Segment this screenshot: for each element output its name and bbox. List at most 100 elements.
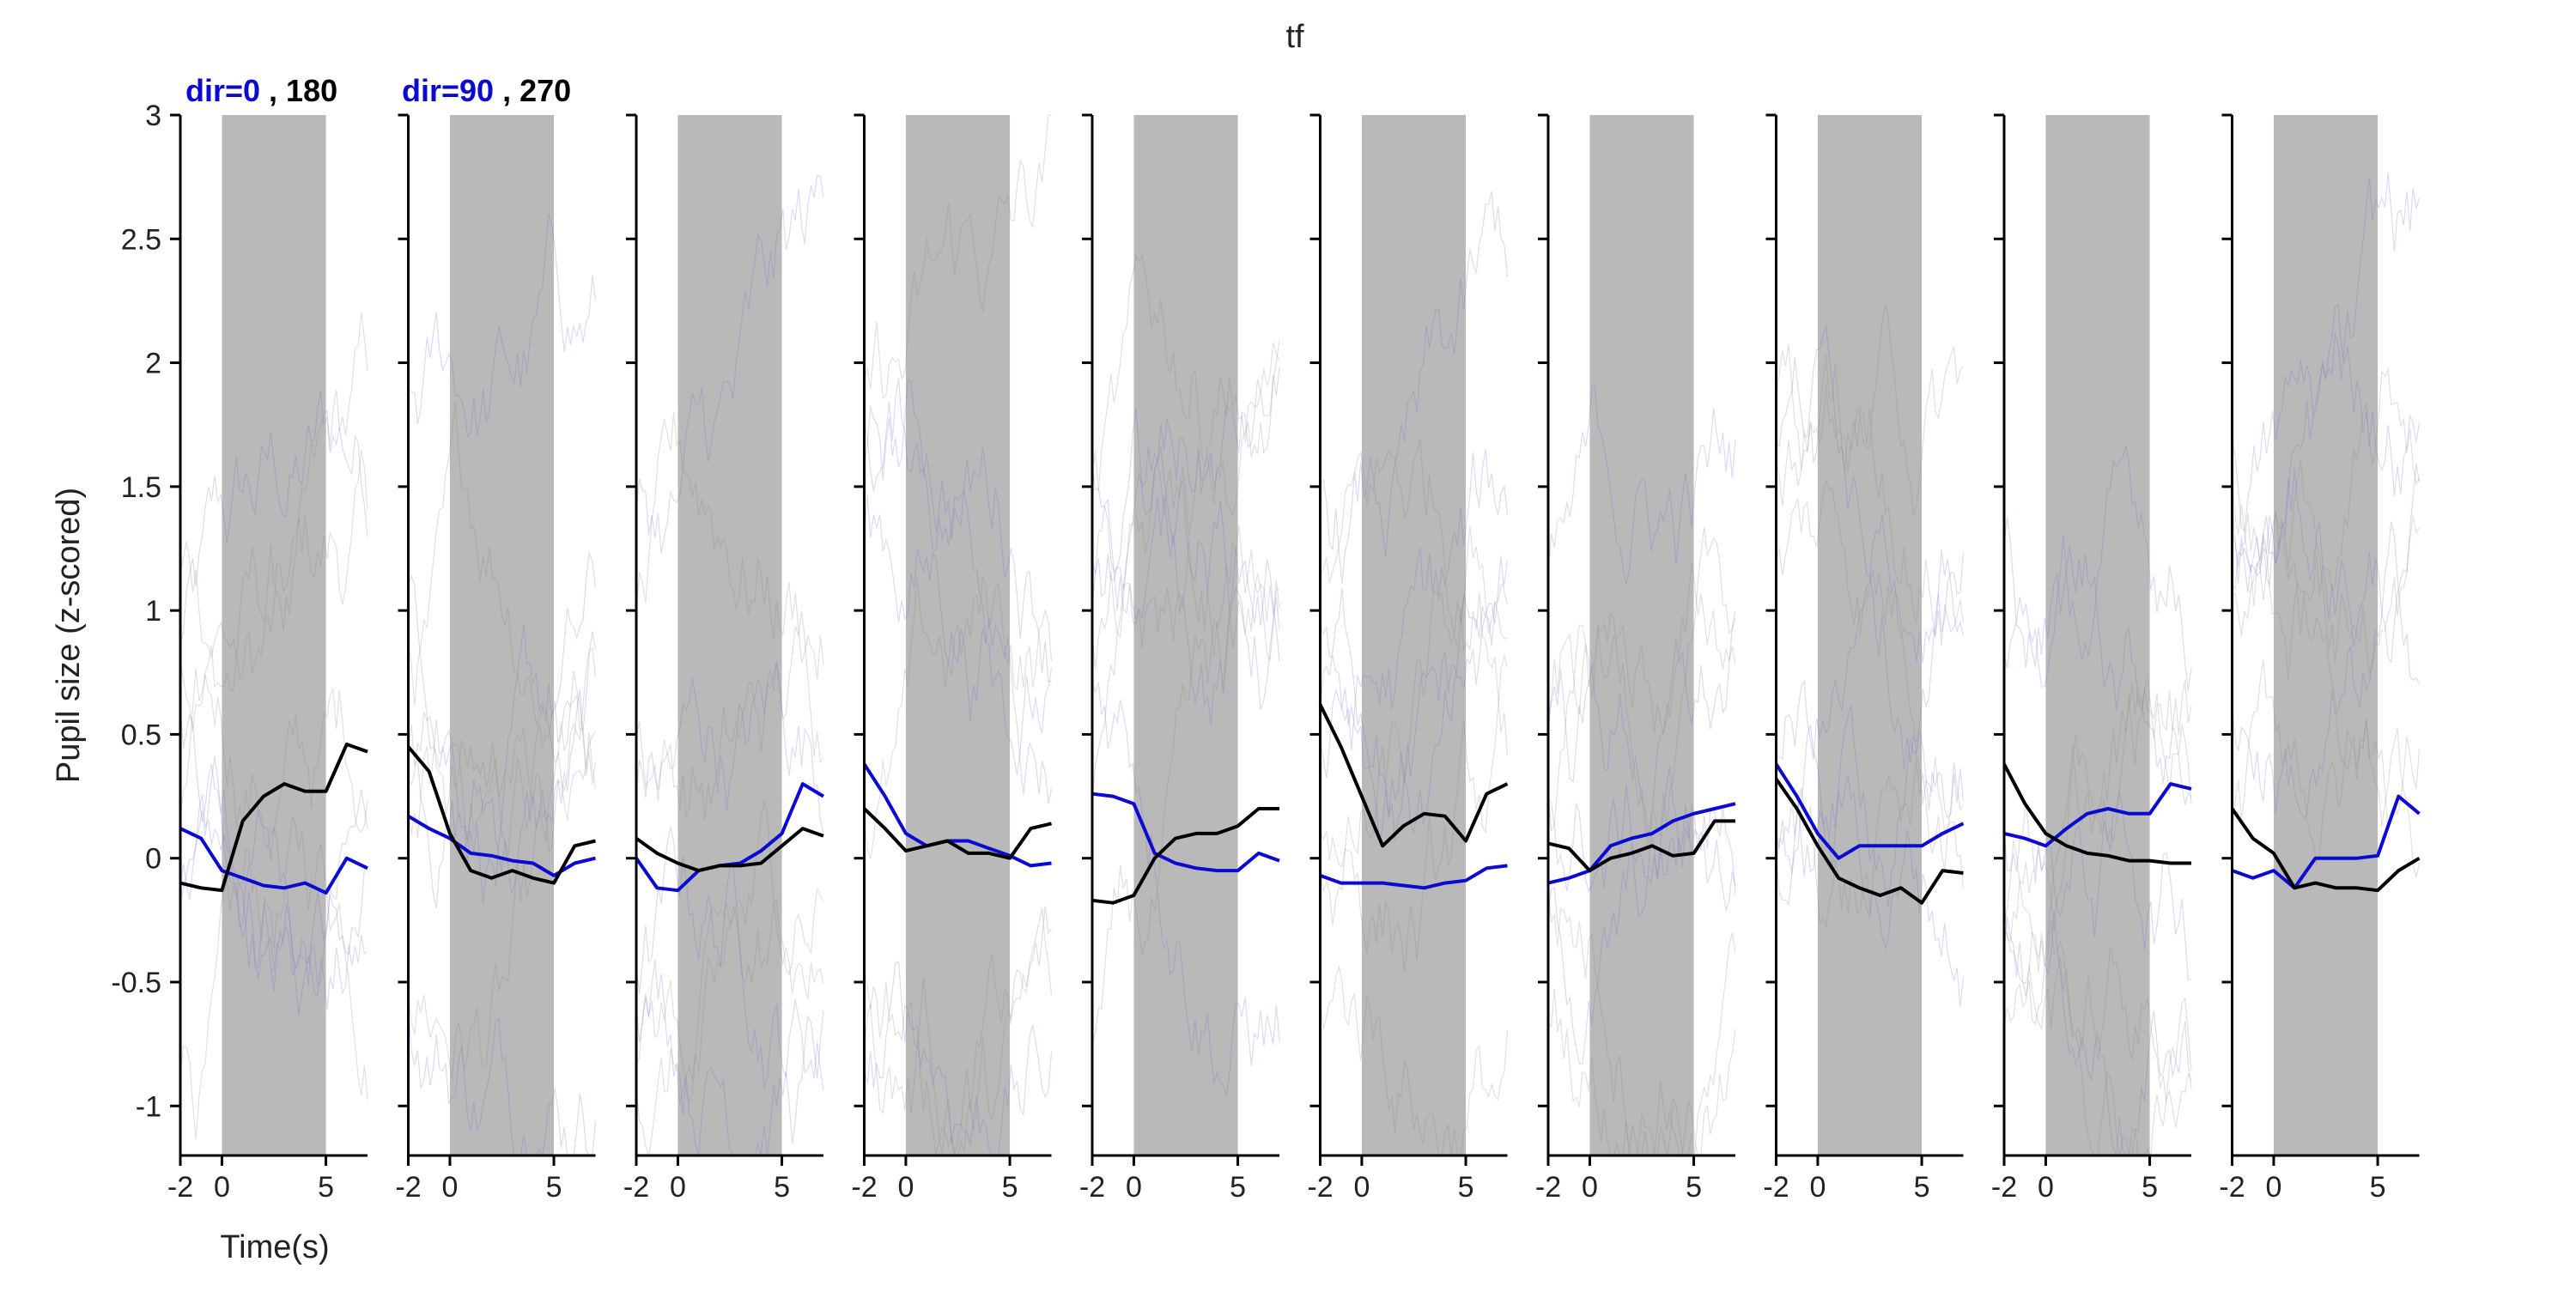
trial-trace [2231,459,2421,675]
trial-trace [407,719,597,854]
legend-right: dir=90, 270 [402,73,571,108]
trial-trace [1547,385,1736,585]
y-tick-label: 2 [145,348,161,380]
x-tick-label: 0 [2265,1171,2281,1204]
y-tick-label: -1 [136,1090,161,1123]
trial-trace [407,1007,597,1157]
trial-trace [407,631,597,909]
trial-trace [2003,790,2192,980]
trial-trace [863,114,1052,400]
trial-trace [1319,449,1509,779]
series-line-black [179,743,368,893]
trial-trace [2231,521,2421,820]
trial-trace [2232,367,2421,636]
x-tick-label: 5 [318,1171,334,1204]
y-tick-label: 3 [145,100,161,132]
trial-trace [1775,478,1965,889]
trial-trace [1319,561,1509,834]
trial-trace [1091,253,1280,517]
x-tick-label: -2 [2219,1171,2245,1204]
trial-trace [635,662,824,833]
trial-trace [1775,759,1964,930]
series-line-blue [1774,763,1965,860]
series-line-black [1091,807,1279,905]
x-tick-label: -2 [1307,1171,1333,1204]
trial-trace [179,709,368,992]
series-line-black [1318,703,1509,848]
panel-2: -2 0 5 [395,113,597,1204]
series-line-black [406,745,596,885]
x-tick-label: 5 [546,1171,562,1204]
y-axis-title: Pupil size (z-scored) [51,488,87,783]
x-tick-label: 5 [2370,1171,2386,1204]
trial-trace [407,551,597,905]
x-tick-label: 0 [897,1171,914,1204]
stimulus-shading [905,115,1011,1156]
stimulus-shading [222,115,326,1156]
panel-4: -2 0 5 [851,113,1053,1204]
trial-trace [1319,525,1508,926]
x-tick-label: -2 [623,1171,649,1204]
panel-8: -2 0 5 [1763,113,1965,1204]
trial-trace [179,391,368,644]
x-tick-label: -2 [1763,1171,1789,1204]
trial-trace [1775,303,1964,515]
stimulus-shading [677,115,782,1156]
trial-trace [179,793,368,1016]
trial-trace [2231,659,2421,878]
y-tick-label: 2.5 [121,223,161,256]
trial-trace [2232,464,2421,664]
x-tick-label: 0 [441,1171,458,1204]
trial-trace [408,214,597,438]
panel-10: -2 0 5 [2219,113,2421,1204]
panels-group: -2 0 5-1-0.500.511.522.53-2 0 5 -2 0 5 -2 0 5 -2 0 5-… [111,100,2421,1204]
x-tick-label: 5 [1686,1171,1702,1204]
x-tick-label: -2 [1079,1171,1105,1204]
trial-trace [635,959,824,1156]
trial-trace [2003,946,2192,1103]
trial-trace [635,611,824,821]
trial-trace [1320,191,1509,584]
stimulus-shading [2045,115,2150,1156]
trial-trace [1547,890,1736,1156]
x-tick-label: 0 [2038,1171,2054,1204]
x-tick-label: 0 [1353,1171,1370,1204]
x-tick-label: 5 [1458,1171,1474,1204]
series-line-blue [1319,864,1508,890]
series-line-black [2002,763,2191,865]
y-tick-label: 0.5 [121,719,161,751]
trial-trace [1775,325,1965,770]
trial-trace [2003,678,2192,943]
x-tick-label: 5 [2142,1171,2158,1204]
trial-trace [1776,514,1965,760]
x-tick-label: 5 [1230,1171,1246,1204]
panel-9: -2 0 5 [1991,113,2192,1204]
series-line-blue [2231,794,2421,890]
x-tick-label: 5 [774,1171,790,1204]
trial-trace [1091,367,1280,605]
series-line-blue [2003,782,2192,848]
trial-trace [179,668,368,850]
panel-3: -2 0 5 [623,113,825,1204]
trial-trace [2003,910,2192,1158]
x-tick-label: 0 [1809,1171,1826,1204]
series-line-blue [862,763,1052,868]
panel-1: -2 0 5 -1 -0.5 0 0.5 1 1.5 2 2.5 3 [111,100,368,1204]
trial-trace [863,575,1053,859]
trial-trace [1775,705,1965,907]
trial-trace [1091,409,1280,663]
y-tick-label: -0.5 [111,967,161,999]
x-tick-label: 5 [1002,1171,1018,1204]
series-line-blue [407,814,596,877]
series-line-blue [1547,802,1736,885]
legend-right-black: , 270 [502,73,571,108]
trial-trace [407,401,597,789]
trial-trace [179,450,368,731]
trial-trace [1091,525,1280,1042]
trial-trace [1091,342,1280,670]
series-line-blue [1091,792,1280,873]
series-line-black [1774,778,1964,905]
legend-left-black: , 180 [269,73,337,108]
x-tick-label: 0 [214,1171,230,1204]
